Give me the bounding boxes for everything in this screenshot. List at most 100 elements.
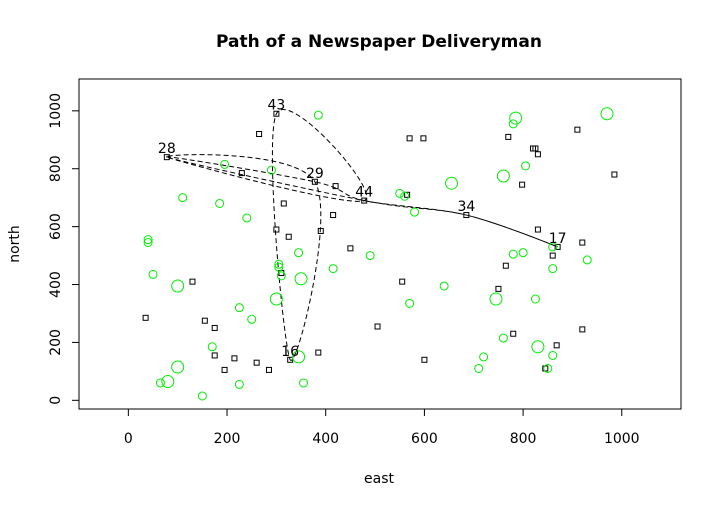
path-point-label: 28 (158, 141, 176, 157)
path-point-label: 16 (281, 344, 299, 360)
square-point (502, 262, 509, 269)
circle-point (207, 342, 217, 352)
circle-point (496, 169, 510, 183)
square-point (579, 239, 586, 246)
circle-point (521, 161, 531, 171)
x-tick-label: 600 (411, 431, 438, 447)
circle-point (266, 165, 276, 175)
path-point-label: 44 (355, 185, 373, 201)
delivery-path (166, 109, 558, 361)
circle-point (400, 191, 410, 201)
circle-point (178, 193, 188, 203)
circle-point (509, 111, 523, 125)
point-labels: 28 43 29 44 34 17 16 (158, 98, 567, 360)
x-tick-label: 0 (124, 431, 133, 447)
circle-point (600, 107, 614, 121)
square-point (253, 359, 260, 366)
circle-point (405, 298, 415, 308)
circle-point (530, 294, 540, 304)
y-tick-label: 200 (48, 329, 64, 356)
square-point (420, 135, 427, 142)
path-curve (166, 109, 558, 361)
circle-point (294, 272, 308, 286)
y-tick-label: 1000 (48, 93, 64, 129)
y-axis: 0 200 400 600 800 1000 (48, 93, 80, 405)
circle-point (276, 271, 286, 281)
circle-point (582, 255, 592, 265)
circle-point (234, 303, 244, 313)
x-tick-label: 1000 (604, 431, 640, 447)
square-point (399, 278, 406, 285)
square-point (542, 365, 549, 372)
square-point (211, 324, 218, 331)
x-axis-label: east (364, 471, 394, 487)
plot-frame (78, 78, 682, 410)
chart-title: Path of a Newspaper Deliveryman (216, 32, 542, 52)
circle-point (479, 352, 489, 362)
circle-point (220, 159, 230, 169)
square-point (347, 245, 354, 252)
circle-point (299, 378, 309, 388)
circle-point (171, 279, 185, 293)
y-tick-label: 600 (48, 213, 64, 240)
square-point (273, 226, 280, 233)
circle-point (548, 350, 558, 360)
x-tick-label: 800 (510, 431, 537, 447)
circle-point (395, 188, 405, 198)
circle-point (498, 333, 508, 343)
square-point (579, 326, 586, 333)
circle-point (445, 176, 459, 190)
square-point (142, 314, 149, 321)
square-point (287, 356, 294, 363)
x-axis: 0 200 400 600 800 1000 (124, 408, 640, 447)
circle-point (143, 235, 153, 245)
circle-point (410, 207, 420, 217)
circle-point (215, 198, 225, 208)
path-point-label: 29 (306, 166, 324, 182)
square-point (361, 197, 368, 204)
square-point (532, 145, 539, 152)
circle-point (489, 292, 503, 306)
circle-point (365, 251, 375, 261)
y-tick-label: 0 (48, 396, 64, 405)
circle-point (148, 269, 158, 279)
circle-point (143, 238, 153, 248)
square-point (280, 200, 287, 207)
circle-point (518, 248, 528, 258)
circle-point (274, 259, 284, 269)
square-point (265, 366, 272, 373)
circle-point (234, 379, 244, 389)
square-point (463, 212, 470, 219)
square-point (553, 342, 560, 349)
circle-point (328, 264, 338, 274)
circle-point (269, 292, 283, 306)
circle-point (242, 213, 252, 223)
y-tick-label: 400 (48, 271, 64, 298)
square-point (201, 317, 208, 324)
circle-point (474, 363, 484, 373)
x-tick-label: 200 (214, 431, 241, 447)
circle-point (274, 262, 284, 272)
path-point-label: 17 (549, 231, 567, 247)
square-point (421, 356, 428, 363)
square-point (519, 181, 526, 188)
square-point (374, 323, 381, 330)
square-point (495, 285, 502, 292)
square-point (211, 352, 218, 359)
circle-point (313, 110, 323, 120)
square-point (510, 330, 517, 337)
square-point (189, 278, 196, 285)
square-point (534, 226, 541, 233)
square-point (404, 191, 411, 198)
square-point (574, 126, 581, 133)
y-axis-label: north (7, 225, 23, 263)
y-tick-label: 800 (48, 155, 64, 182)
square-point (332, 183, 339, 190)
circle-point (548, 264, 558, 274)
circle-point (543, 363, 553, 373)
square-point (238, 170, 245, 177)
circle-point (197, 391, 207, 401)
circle-point (508, 119, 518, 129)
circle-point (292, 350, 306, 364)
